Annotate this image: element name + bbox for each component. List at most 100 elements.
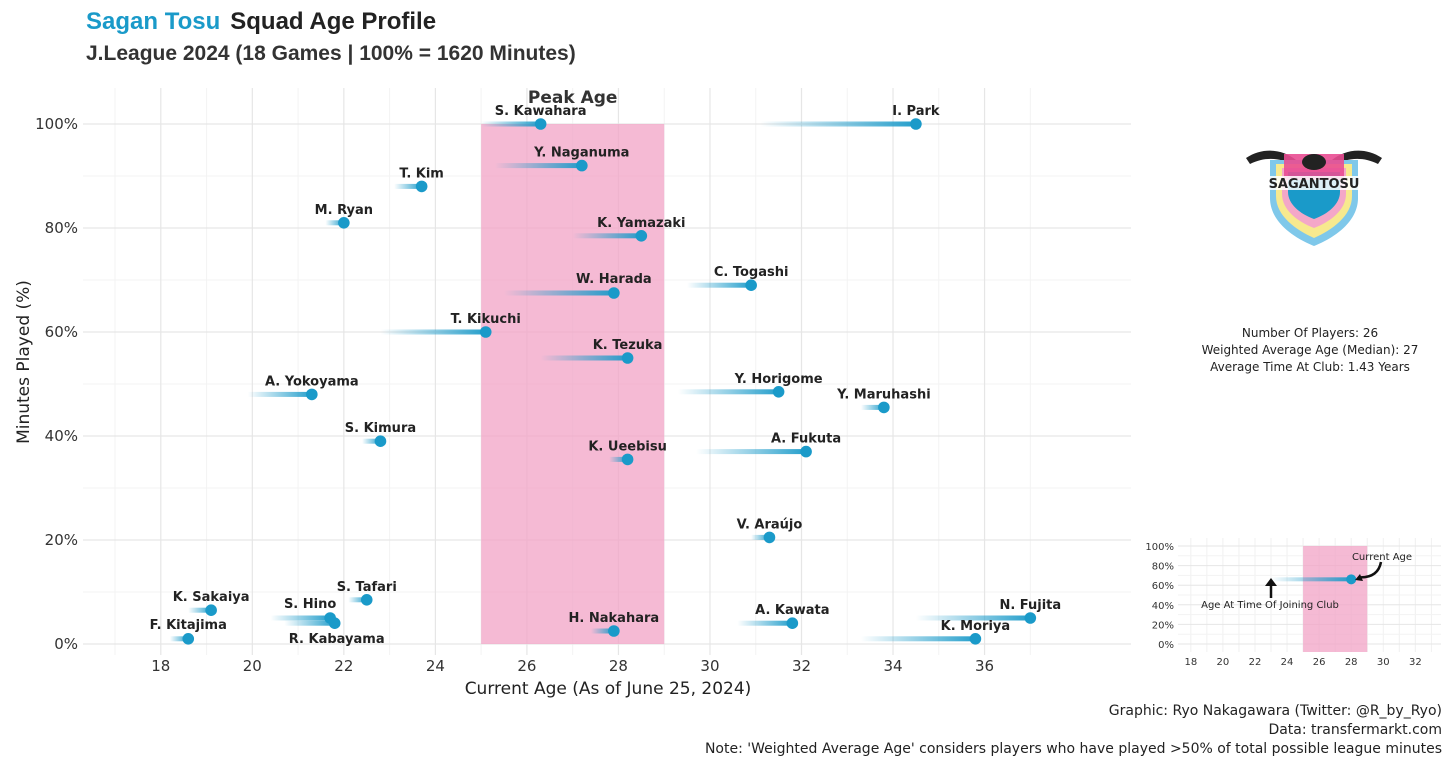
inset-y-tick: 80% bbox=[1152, 562, 1174, 573]
y-tick-label: 100% bbox=[35, 115, 78, 133]
joined-age-label: Age At Time Of Joining Club bbox=[1201, 600, 1339, 611]
chart-title: Sagan Tosu Squad Age Profile bbox=[86, 8, 436, 36]
credit-graphic: Graphic: Ryo Nakagawara (Twitter: @R_by_… bbox=[1108, 703, 1442, 719]
player-label: C. Togashi bbox=[714, 265, 789, 280]
y-tick-label: 0% bbox=[54, 635, 78, 653]
trail-line bbox=[860, 404, 884, 410]
data-point bbox=[205, 604, 217, 616]
credit-note: Note: 'Weighted Average Age' considers p… bbox=[704, 741, 1442, 757]
player-label: M. Ryan bbox=[315, 203, 373, 218]
wing-right-icon bbox=[1332, 150, 1382, 166]
player-label: K. Sakaiya bbox=[173, 590, 250, 605]
player-label: R. Kabayama bbox=[289, 632, 385, 647]
trail-line bbox=[572, 233, 642, 239]
trail-line bbox=[760, 121, 916, 127]
player-label: N. Fujita bbox=[999, 598, 1061, 613]
x-tick-label: 34 bbox=[883, 657, 902, 675]
peak-age-rect bbox=[481, 124, 665, 644]
data-point bbox=[360, 594, 373, 606]
player-label: K. Yamazaki bbox=[597, 216, 685, 231]
inset-y-tick: 40% bbox=[1152, 601, 1174, 612]
data-point bbox=[608, 287, 620, 299]
y-axis-label: Minutes Played (%) bbox=[14, 280, 34, 444]
x-tick-label: 28 bbox=[609, 657, 628, 675]
peak-age-band: Peak Age bbox=[481, 88, 665, 644]
inset-x-tick: 28 bbox=[1345, 657, 1358, 668]
data-point bbox=[621, 453, 634, 466]
player-label: Y. Naganuma bbox=[533, 146, 629, 161]
inset-x-tick: 32 bbox=[1409, 657, 1422, 668]
wing-left-icon bbox=[1246, 150, 1296, 166]
data-point bbox=[479, 326, 492, 338]
player-label: V. Araújo bbox=[737, 517, 803, 532]
arrow-up-icon bbox=[1265, 578, 1277, 586]
trail-line bbox=[325, 220, 344, 226]
data-point bbox=[338, 217, 350, 229]
inset-y-tick: 20% bbox=[1152, 620, 1174, 631]
trail-line bbox=[494, 163, 582, 169]
player-label: A. Fukuta bbox=[771, 432, 841, 447]
x-tick-label: 24 bbox=[426, 657, 445, 675]
trail-line bbox=[284, 620, 335, 626]
player-label: T. Kikuchi bbox=[451, 312, 521, 327]
x-tick-label: 18 bbox=[151, 657, 170, 675]
data-point bbox=[621, 352, 634, 364]
player-label: S. Hino bbox=[284, 597, 336, 612]
trail-line bbox=[394, 183, 422, 189]
logo-wordmark: SAGANTOSU bbox=[1269, 177, 1360, 192]
stat-players: Number Of Players: 26 bbox=[1241, 326, 1379, 340]
credit-data: Data: transfermarkt.com bbox=[1268, 722, 1442, 738]
x-tick-label: 22 bbox=[334, 657, 353, 675]
player-label: S. Kimura bbox=[345, 421, 416, 436]
x-tick-label: 26 bbox=[517, 657, 536, 675]
player-label: K. Ueebisu bbox=[588, 439, 666, 454]
data-point bbox=[374, 435, 387, 448]
trail-line bbox=[481, 121, 541, 127]
inset-trail bbox=[1271, 577, 1352, 582]
data-point bbox=[763, 531, 776, 544]
inset-x-tick: 26 bbox=[1313, 657, 1326, 668]
trail-line bbox=[362, 438, 381, 444]
player-label: T. Kim bbox=[399, 166, 443, 181]
data-point bbox=[910, 118, 922, 130]
y-tick-label: 20% bbox=[45, 531, 78, 549]
squad-stats: Number Of Players: 26 Weighted Average A… bbox=[1180, 325, 1440, 376]
y-tick-label: 40% bbox=[45, 427, 78, 445]
inset-point bbox=[1346, 574, 1357, 585]
data-point bbox=[576, 159, 588, 172]
data-point bbox=[415, 180, 428, 193]
trail-line bbox=[687, 282, 752, 288]
trail-line bbox=[247, 391, 312, 397]
data-point bbox=[608, 625, 620, 637]
trail-line bbox=[737, 620, 793, 626]
trail-line bbox=[270, 615, 331, 621]
trail-lines bbox=[169, 121, 1031, 642]
inset-peak-rect bbox=[1303, 546, 1368, 652]
trail-line bbox=[609, 456, 628, 462]
inset-y-tick: 100% bbox=[1145, 542, 1174, 553]
arrow-head-icon bbox=[1355, 574, 1363, 581]
current-age-label: Current Age bbox=[1352, 552, 1412, 563]
club-logo: SAGANTOSU bbox=[1244, 140, 1384, 254]
player-labels: S. Kawahara I. Park Y. Naganuma T. Kim M. Ry… bbox=[150, 104, 1062, 647]
y-tick-label: 60% bbox=[45, 323, 78, 341]
inset-x-tick: 18 bbox=[1184, 657, 1197, 668]
player-label: A. Yokoyama bbox=[265, 374, 359, 389]
y-tick-label: 80% bbox=[45, 219, 78, 237]
credits: Graphic: Ryo Nakagawara (Twitter: @R_by_… bbox=[705, 702, 1442, 759]
x-tick-label: 20 bbox=[243, 657, 262, 675]
player-label: Y. Horigome bbox=[734, 372, 823, 387]
axes: 18 20 22 24 26 28 30 32 34 36 0% 20% 40% 60% 80% 100% Cu… bbox=[14, 115, 994, 699]
data-point bbox=[969, 633, 982, 645]
inset-x-tick: 20 bbox=[1217, 657, 1230, 668]
data-point bbox=[772, 386, 785, 398]
trail-line bbox=[504, 290, 614, 296]
inset-y-tick: 60% bbox=[1152, 581, 1174, 592]
x-tick-label: 32 bbox=[792, 657, 811, 675]
x-tick-label: 36 bbox=[975, 657, 994, 675]
trail-line bbox=[915, 615, 1031, 621]
player-label: Y. Maruhashi bbox=[836, 387, 931, 402]
player-label: W. Harada bbox=[576, 272, 652, 287]
data-points bbox=[182, 118, 1037, 645]
